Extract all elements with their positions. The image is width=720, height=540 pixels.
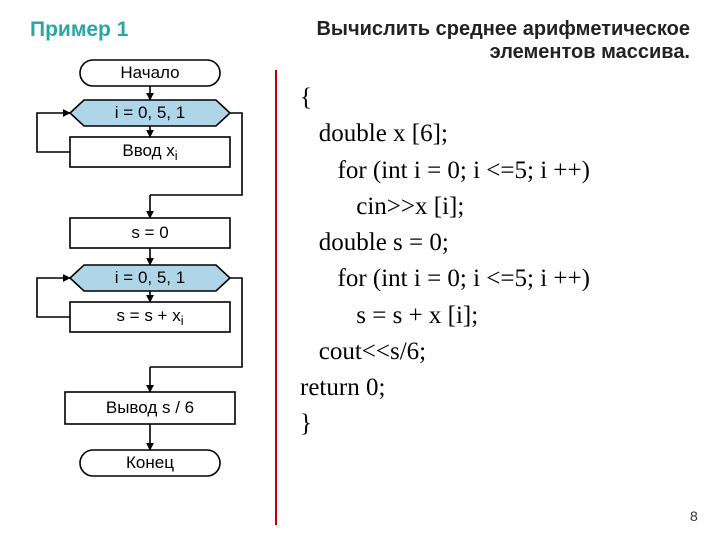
task-title-line2: элементов массива.	[200, 41, 690, 64]
task-title: Вычислить среднее арифметическое элемент…	[200, 18, 690, 64]
vertical-divider	[275, 70, 277, 525]
slide-root: Пример 1 Вычислить среднее арифметическо…	[0, 0, 720, 540]
task-title-line1: Вычислить среднее арифметическое	[200, 18, 690, 41]
page-number: 8	[690, 508, 698, 524]
example-label: Пример 1	[30, 18, 128, 42]
flowchart-svg	[20, 55, 265, 525]
code-listing: { double x [6]; for (int i = 0; i <=5; i…	[300, 80, 590, 443]
flowchart: Началоi = 0, 5, 1Ввод xis = 0i = 0, 5, 1…	[20, 55, 265, 525]
